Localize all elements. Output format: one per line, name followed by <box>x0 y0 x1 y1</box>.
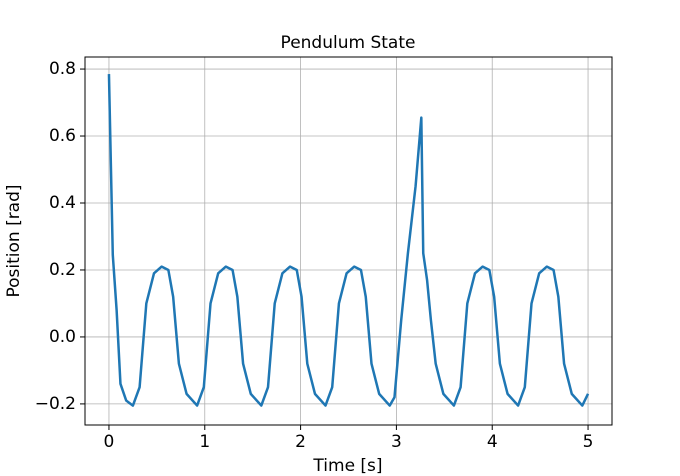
plot-frame <box>84 56 613 426</box>
y-axis-label: Position [rad] <box>4 184 24 297</box>
y-tick-label: 0.2 <box>49 260 76 280</box>
x-axis-label: Time [s] <box>312 456 382 476</box>
x-tick-label: 1 <box>199 432 210 452</box>
x-tick-label: 5 <box>583 432 594 452</box>
x-tick-label: 0 <box>104 432 115 452</box>
y-tick-label: 0.8 <box>49 59 76 79</box>
y-tick-label: −0.2 <box>35 394 76 414</box>
y-tick-label: 0.6 <box>49 126 76 146</box>
chart-title: Pendulum State <box>281 33 416 53</box>
line-series <box>107 74 590 407</box>
x-tick-label: 3 <box>391 432 402 452</box>
y-tick-label: 0.4 <box>49 193 76 213</box>
x-tick-label: 4 <box>487 432 498 452</box>
y-tick-label: 0.0 <box>49 327 76 347</box>
x-tick-label: 2 <box>295 432 306 452</box>
